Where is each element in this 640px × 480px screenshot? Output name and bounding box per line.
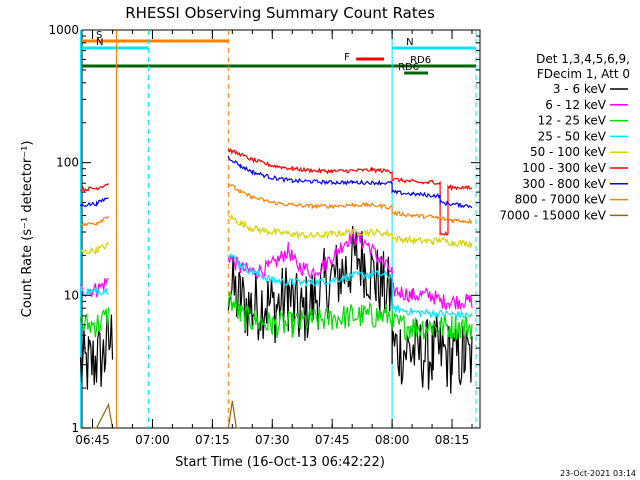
legend: Det 1,3,4,5,6,9,FDecim 1, Att 03 - 6 keV…	[499, 52, 630, 222]
flag-label-f-3: F	[344, 52, 350, 63]
x-tick-label-08-15: 08:15	[435, 433, 470, 447]
y-tick-label-100: 100	[56, 156, 79, 170]
chart-title: RHESSI Observing Summary Count Rates	[125, 4, 435, 22]
series-line-50-100-kev	[80, 213, 473, 255]
x-tick-label-07-30: 07:30	[255, 433, 290, 447]
legend-label-25-50-kev: 25 - 50 keV	[538, 129, 607, 143]
series-line-3-6-kev	[79, 225, 473, 394]
x-tick-label-07-15: 07:15	[195, 433, 230, 447]
x-tick-label-06-45: 06:45	[75, 433, 110, 447]
series-line-100-300-kev	[80, 147, 473, 237]
plot-frame	[81, 29, 481, 429]
y-tick-label-1000: 1000	[48, 23, 79, 37]
series-lines	[79, 147, 473, 429]
series-line-7000-15000-kev	[80, 400, 241, 429]
flag-label-s-0: S	[96, 30, 102, 41]
series-line-300-800-kev	[79, 155, 473, 209]
legend-label-800-7000-kev: 800 - 7000 keV	[515, 193, 607, 207]
x-tick-label-07-00: 07:00	[135, 433, 170, 447]
timestamp: 23-Oct-2021 03:14	[560, 469, 636, 478]
flag-label-rd6-6: RD6	[410, 55, 431, 66]
x-tick-label-08-00: 08:00	[375, 433, 410, 447]
legend-label-12-25-kev: 12 - 25 keV	[538, 114, 607, 128]
legend-label-300-800-kev: 300 - 800 keV	[522, 177, 606, 191]
y-tick-label-1: 1	[71, 421, 79, 435]
legend-header-1: FDecim 1, Att 0	[537, 67, 630, 81]
axes: 06:45 07:00 07:15 07:30 07:45 08:00 08:15 1 10 10…	[48, 23, 480, 447]
legend-label-7000-15000-kev: 7000 - 15000 keV	[499, 208, 606, 222]
flag-label-n-1: N	[96, 37, 103, 48]
flag-label-n-2: N	[406, 37, 413, 48]
legend-label-100-300-kev: 100 - 300 keV	[522, 161, 606, 175]
flag-label-rd6-5: RD6	[398, 62, 419, 73]
series-line-800-7000-kev	[80, 182, 473, 227]
y-tick-label-10: 10	[64, 288, 79, 302]
x-tick-label-07-45: 07:45	[315, 433, 350, 447]
series-line-12-25-kev	[79, 290, 473, 341]
y-axis-label: Count Rate (s⁻¹ detector⁻¹)	[20, 141, 35, 318]
event-markers	[80, 30, 477, 428]
x-axis-label: Start Time (16-Oct-13 06:42:22)	[175, 455, 385, 470]
legend-header-0: Det 1,3,4,5,6,9,	[536, 52, 630, 66]
legend-label-3-6-kev: 3 - 6 keV	[553, 82, 607, 96]
legend-label-50-100-kev: 50 - 100 keV	[530, 145, 607, 159]
legend-label-6-12-kev: 6 - 12 keV	[545, 98, 607, 112]
